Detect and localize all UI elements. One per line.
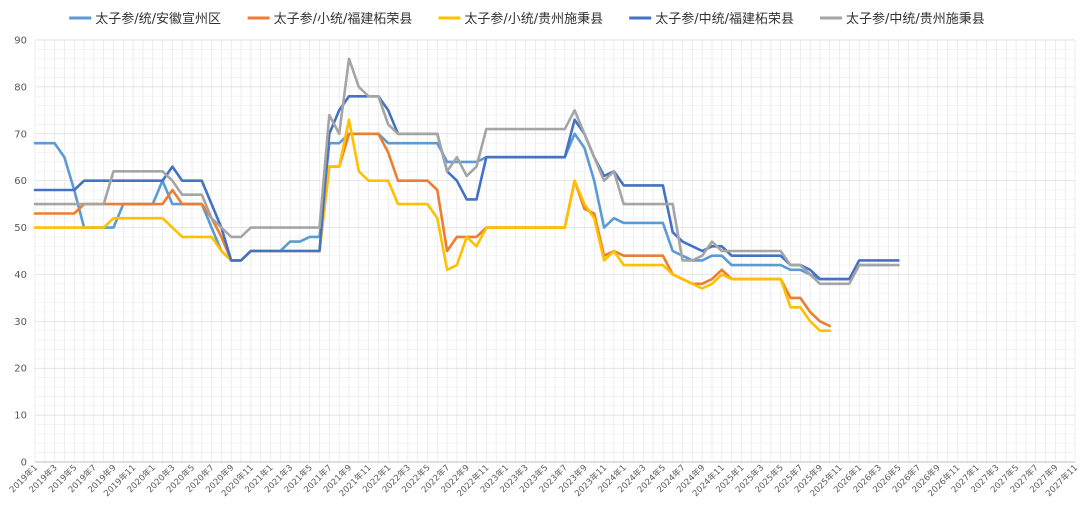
y-tick-label: 20: [14, 364, 27, 375]
y-tick-label: 0: [21, 458, 27, 469]
series-line-3: [33, 118, 832, 333]
y-tick-label: 70: [14, 129, 27, 140]
y-tick-label: 80: [14, 82, 27, 93]
y-axis-tick-labels: 0 10 20 30 40 50 60 70 80 90: [14, 36, 27, 469]
series-line-2: [33, 132, 832, 328]
y-tick-label: 50: [14, 223, 27, 234]
legend-label-3: 太子参/小统/贵州施秉县: [464, 11, 603, 27]
gridlines: [34, 39, 1076, 463]
legend-label-4: 太子参/中统/福建柘荣县: [655, 11, 794, 27]
legend-label-2: 太子参/小统/福建柘荣县: [274, 11, 413, 27]
y-tick-label: 10: [14, 411, 27, 422]
y-tick-label: 30: [14, 317, 27, 328]
series-lines: [33, 57, 900, 333]
series-line-5: [33, 57, 900, 286]
y-tick-label: 40: [14, 270, 27, 281]
legend-label-5: 太子参/中统/贵州施秉县: [846, 11, 985, 27]
legend-label-1: 太子参/统/安徽宣州区: [95, 11, 221, 27]
y-tick-label: 60: [14, 176, 27, 187]
series-line-4: [33, 95, 900, 281]
legend: 太子参/统/安徽宣州区 太子参/小统/福建柘荣县 太子参/小统/贵州施秉县 太子参/中…: [69, 11, 985, 27]
y-tick-label: 90: [14, 36, 27, 47]
